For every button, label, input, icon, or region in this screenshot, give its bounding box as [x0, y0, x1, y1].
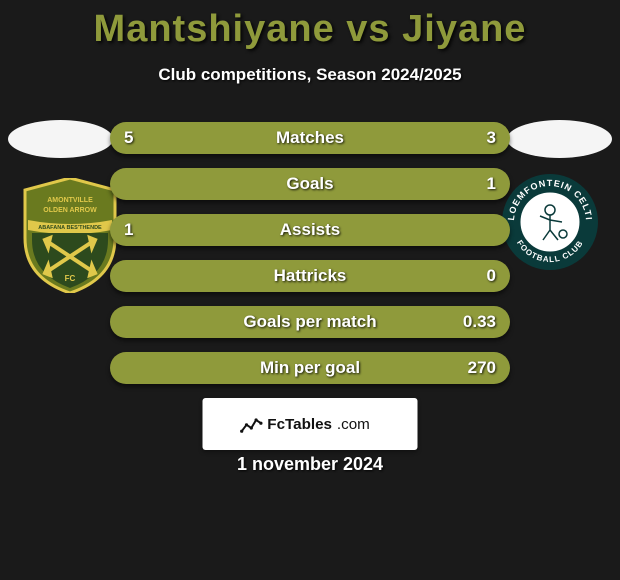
player-left-name: Mantshiyane	[94, 8, 335, 50]
stat-row-hattricks: Hattricks 0	[110, 260, 510, 292]
stat-right-value: 270	[468, 358, 496, 378]
club-crest-left: AMONTVILLE OLDEN ARROW ABAFANA BES'THEND…	[20, 178, 120, 293]
stat-row-assists: 1 Assists	[110, 214, 510, 246]
svg-text:AMONTVILLE: AMONTVILLE	[47, 197, 93, 204]
subtitle: Club competitions, Season 2024/2025	[0, 65, 620, 85]
date-text: 1 november 2024	[0, 454, 620, 475]
stat-label: Hattricks	[274, 266, 347, 286]
svg-text:ABAFANA BES'THENDE: ABAFANA BES'THENDE	[38, 225, 102, 231]
stat-label: Goals	[286, 174, 333, 194]
stat-right-value: 1	[487, 174, 496, 194]
vs-text: vs	[346, 8, 390, 50]
player-left-avatar	[8, 120, 113, 158]
club-crest-right: BLOEMFONTEIN CELTIC FOOTBALL CLUB	[500, 172, 600, 272]
stat-label: Matches	[276, 128, 344, 148]
page-title: Mantshiyane vs Jiyane	[0, 0, 620, 51]
svg-text:.com: .com	[336, 416, 369, 433]
stat-right-value: 3	[487, 128, 496, 148]
stat-left-value: 5	[124, 128, 133, 148]
stat-row-goals: Goals 1	[110, 168, 510, 200]
svg-text:FcTables: FcTables	[267, 416, 332, 433]
branding-box: FcTables .com	[203, 398, 418, 450]
stat-label: Assists	[280, 220, 340, 240]
stat-row-goals-per-match: Goals per match 0.33	[110, 306, 510, 338]
svg-text:OLDEN ARROW: OLDEN ARROW	[43, 207, 97, 214]
stat-right-value: 0.33	[463, 312, 496, 332]
stat-label: Min per goal	[260, 358, 360, 378]
stat-label: Goals per match	[243, 312, 376, 332]
fctables-logo-icon: FcTables .com	[238, 412, 382, 436]
stats-bars: 5 Matches 3 Goals 1 1 Assists Hattricks …	[110, 122, 510, 398]
player-right-name: Jiyane	[402, 8, 526, 50]
stat-left-value: 1	[124, 220, 133, 240]
svg-text:FC: FC	[65, 274, 76, 283]
player-right-avatar	[507, 120, 612, 158]
stat-row-matches: 5 Matches 3	[110, 122, 510, 154]
stat-row-min-per-goal: Min per goal 270	[110, 352, 510, 384]
stat-right-value: 0	[487, 266, 496, 286]
